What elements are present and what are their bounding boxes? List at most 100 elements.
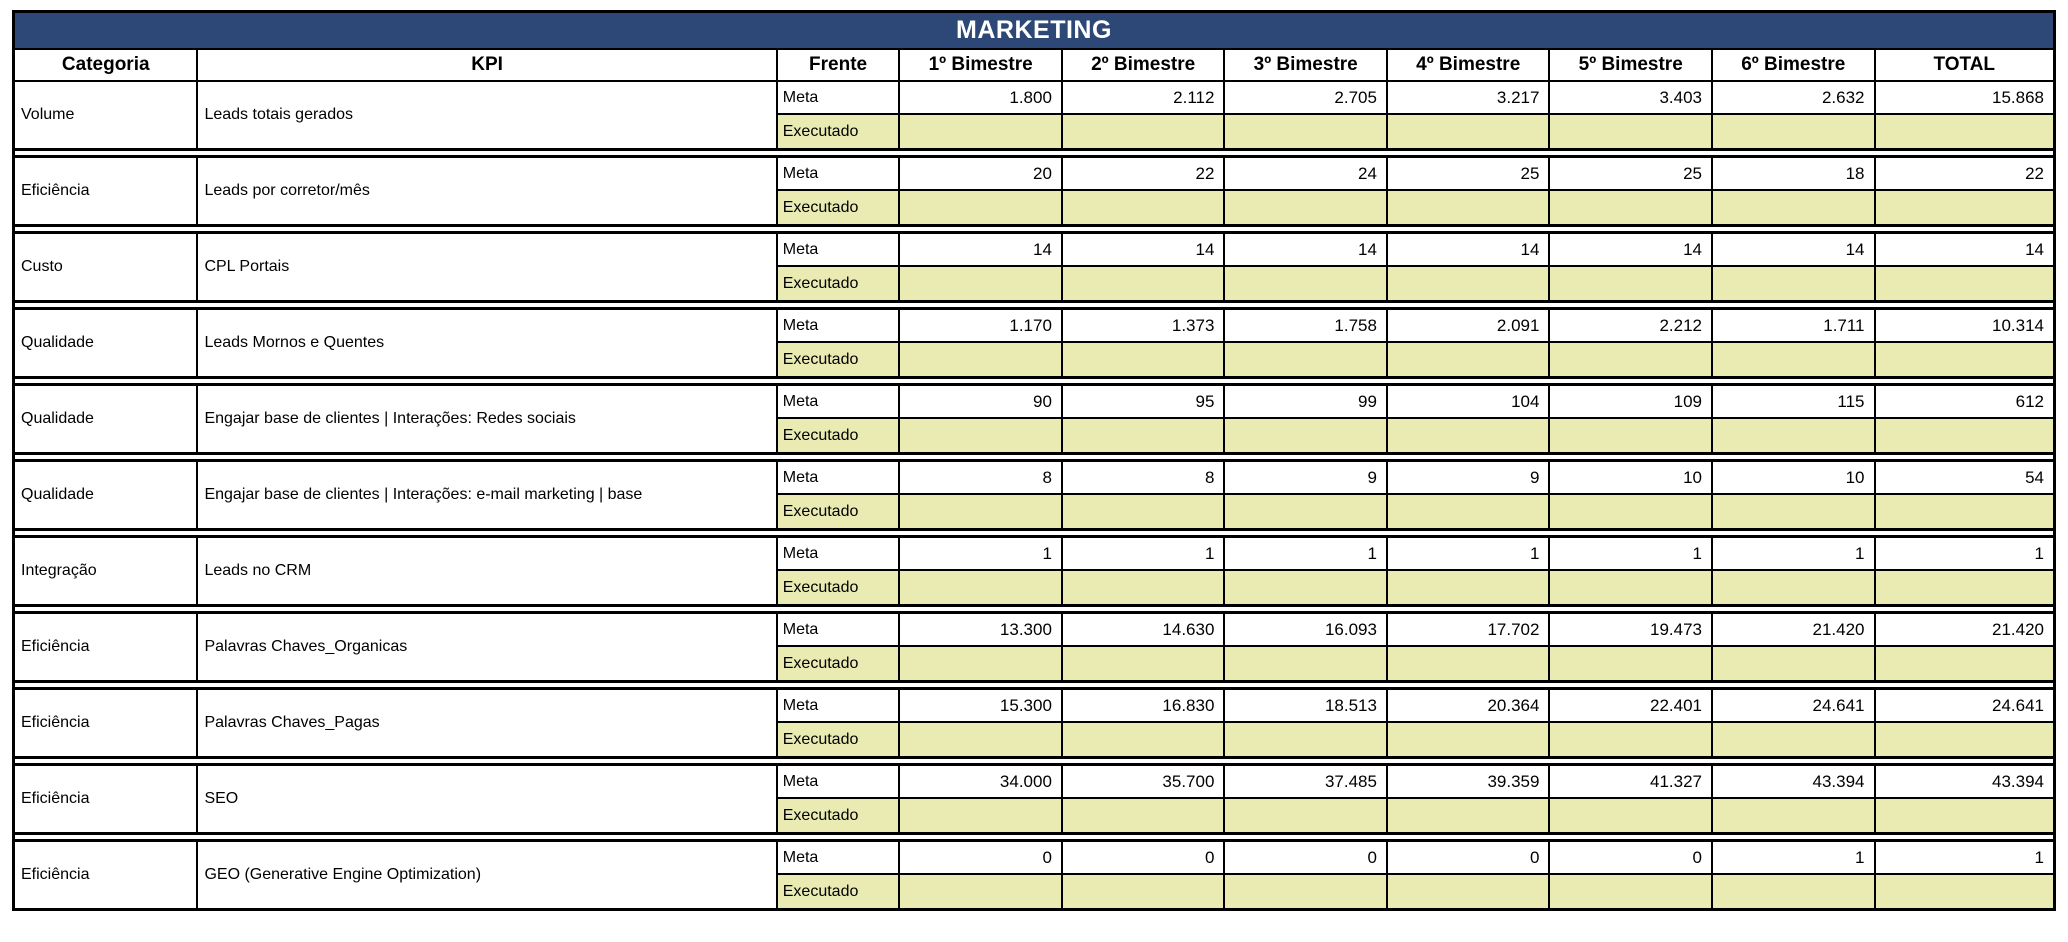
- meta-value-cell[interactable]: 39.359: [1387, 766, 1551, 799]
- executado-value-cell[interactable]: [1550, 571, 1713, 604]
- meta-value-cell[interactable]: 14: [1550, 234, 1713, 267]
- executado-value-cell[interactable]: [1387, 723, 1551, 756]
- executado-value-cell[interactable]: [1387, 799, 1551, 832]
- executado-value-cell[interactable]: [1550, 343, 1713, 376]
- executado-value-cell[interactable]: [1225, 191, 1388, 224]
- executado-value-cell[interactable]: [1062, 647, 1226, 680]
- meta-value-cell[interactable]: 43.394: [1713, 766, 1876, 799]
- meta-value-cell[interactable]: 14: [900, 234, 1063, 267]
- meta-total-cell[interactable]: 14: [1875, 234, 2053, 267]
- executado-total-cell[interactable]: [1875, 571, 2053, 604]
- meta-total-cell[interactable]: 1: [1875, 842, 2053, 875]
- meta-value-cell[interactable]: 109: [1550, 386, 1713, 419]
- meta-value-cell[interactable]: 34.000: [900, 766, 1063, 799]
- meta-value-cell[interactable]: 1: [1062, 538, 1226, 571]
- meta-value-cell[interactable]: 1.373: [1062, 310, 1226, 343]
- executado-total-cell[interactable]: [1875, 799, 2053, 832]
- meta-value-cell[interactable]: 18.513: [1225, 690, 1388, 723]
- executado-value-cell[interactable]: [1713, 647, 1876, 680]
- executado-value-cell[interactable]: [1713, 875, 1876, 908]
- meta-value-cell[interactable]: 16.093: [1225, 614, 1388, 647]
- meta-value-cell[interactable]: 25: [1387, 158, 1551, 191]
- meta-value-cell[interactable]: 14: [1387, 234, 1551, 267]
- meta-value-cell[interactable]: 41.327: [1550, 766, 1713, 799]
- executado-value-cell[interactable]: [1225, 267, 1388, 300]
- meta-value-cell[interactable]: 2.632: [1713, 82, 1876, 115]
- meta-value-cell[interactable]: 14.630: [1062, 614, 1226, 647]
- executado-total-cell[interactable]: [1875, 191, 2053, 224]
- executado-value-cell[interactable]: [900, 799, 1063, 832]
- meta-value-cell[interactable]: 9: [1225, 462, 1388, 495]
- executado-value-cell[interactable]: [1062, 191, 1226, 224]
- meta-value-cell[interactable]: 1: [1713, 842, 1876, 875]
- executado-value-cell[interactable]: [1225, 875, 1388, 908]
- executado-value-cell[interactable]: [1225, 115, 1388, 148]
- executado-value-cell[interactable]: [1713, 191, 1876, 224]
- executado-value-cell[interactable]: [1387, 495, 1551, 528]
- meta-value-cell[interactable]: 14: [1062, 234, 1226, 267]
- meta-total-cell[interactable]: 15.868: [1875, 82, 2053, 115]
- executado-value-cell[interactable]: [1713, 419, 1876, 452]
- executado-value-cell[interactable]: [1225, 571, 1388, 604]
- executado-value-cell[interactable]: [1550, 191, 1713, 224]
- meta-value-cell[interactable]: 115: [1713, 386, 1876, 419]
- meta-value-cell[interactable]: 1.800: [900, 82, 1063, 115]
- executado-value-cell[interactable]: [1225, 495, 1388, 528]
- meta-value-cell[interactable]: 35.700: [1062, 766, 1226, 799]
- meta-value-cell[interactable]: 2.212: [1550, 310, 1713, 343]
- meta-value-cell[interactable]: 14: [1225, 234, 1388, 267]
- meta-total-cell[interactable]: 54: [1875, 462, 2053, 495]
- executado-value-cell[interactable]: [900, 647, 1063, 680]
- executado-value-cell[interactable]: [900, 191, 1063, 224]
- meta-value-cell[interactable]: 3.403: [1550, 82, 1713, 115]
- executado-value-cell[interactable]: [1713, 799, 1876, 832]
- executado-value-cell[interactable]: [1550, 875, 1713, 908]
- meta-total-cell[interactable]: 43.394: [1875, 766, 2053, 799]
- meta-total-cell[interactable]: 22: [1875, 158, 2053, 191]
- meta-value-cell[interactable]: 0: [900, 842, 1063, 875]
- meta-value-cell[interactable]: 3.217: [1387, 82, 1551, 115]
- meta-value-cell[interactable]: 0: [1225, 842, 1388, 875]
- executado-value-cell[interactable]: [900, 723, 1063, 756]
- executado-value-cell[interactable]: [900, 115, 1063, 148]
- meta-value-cell[interactable]: 16.830: [1062, 690, 1226, 723]
- meta-value-cell[interactable]: 20: [900, 158, 1063, 191]
- executado-value-cell[interactable]: [1062, 875, 1226, 908]
- executado-total-cell[interactable]: [1875, 875, 2053, 908]
- meta-total-cell[interactable]: 612: [1875, 386, 2053, 419]
- executado-value-cell[interactable]: [1550, 115, 1713, 148]
- executado-value-cell[interactable]: [900, 571, 1063, 604]
- executado-value-cell[interactable]: [1550, 723, 1713, 756]
- executado-value-cell[interactable]: [1225, 647, 1388, 680]
- executado-value-cell[interactable]: [900, 875, 1063, 908]
- executado-value-cell[interactable]: [1713, 571, 1876, 604]
- executado-total-cell[interactable]: [1875, 343, 2053, 376]
- executado-value-cell[interactable]: [1062, 495, 1226, 528]
- executado-value-cell[interactable]: [1225, 343, 1388, 376]
- executado-value-cell[interactable]: [1062, 799, 1226, 832]
- meta-value-cell[interactable]: 17.702: [1387, 614, 1551, 647]
- executado-value-cell[interactable]: [1062, 267, 1226, 300]
- executado-value-cell[interactable]: [1550, 419, 1713, 452]
- executado-value-cell[interactable]: [1225, 799, 1388, 832]
- executado-total-cell[interactable]: [1875, 267, 2053, 300]
- meta-value-cell[interactable]: 25: [1550, 158, 1713, 191]
- meta-total-cell[interactable]: 24.641: [1875, 690, 2053, 723]
- meta-value-cell[interactable]: 1.170: [900, 310, 1063, 343]
- executado-value-cell[interactable]: [1062, 343, 1226, 376]
- meta-value-cell[interactable]: 0: [1062, 842, 1226, 875]
- meta-value-cell[interactable]: 21.420: [1713, 614, 1876, 647]
- meta-total-cell[interactable]: 10.314: [1875, 310, 2053, 343]
- meta-value-cell[interactable]: 20.364: [1387, 690, 1551, 723]
- executado-total-cell[interactable]: [1875, 495, 2053, 528]
- meta-value-cell[interactable]: 90: [900, 386, 1063, 419]
- executado-value-cell[interactable]: [1062, 571, 1226, 604]
- meta-value-cell[interactable]: 19.473: [1550, 614, 1713, 647]
- executado-value-cell[interactable]: [900, 419, 1063, 452]
- executado-value-cell[interactable]: [1713, 343, 1876, 376]
- executado-value-cell[interactable]: [900, 267, 1063, 300]
- meta-value-cell[interactable]: 8: [1062, 462, 1226, 495]
- meta-value-cell[interactable]: 99: [1225, 386, 1388, 419]
- executado-value-cell[interactable]: [1550, 799, 1713, 832]
- meta-value-cell[interactable]: 9: [1387, 462, 1551, 495]
